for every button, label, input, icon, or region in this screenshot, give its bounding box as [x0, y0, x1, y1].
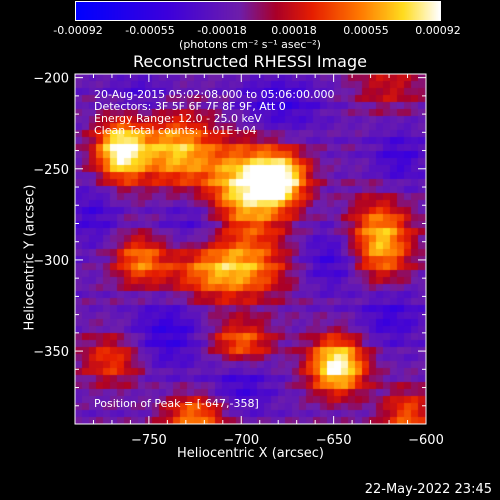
colorbar-tick-label: -0.00092 [53, 24, 103, 37]
x-tick-label: −650 [316, 433, 352, 448]
peak-position-label: Position of Peak = [-647,-358] [94, 397, 259, 410]
info-line-energy: Energy Range: 12.0 - 25.0 keV [94, 112, 262, 125]
y-tick-label: −250 [33, 163, 69, 178]
info-line-detectors: Detectors: 3F 5F 6F 7F 8F 9F, Att 0 [94, 100, 286, 113]
info-line-time: 20-Aug-2015 05:02:08.000 to 05:06:00.000 [94, 88, 335, 101]
x-axis-label: Heliocentric X (arcsec) [177, 446, 324, 461]
plot-frame [74, 73, 427, 425]
y-tick-label: −200 [33, 72, 69, 87]
colorbar-tick-label: 0.00092 [415, 24, 461, 37]
colorbar-gradient [75, 1, 441, 21]
colorbar-tick-label: -0.00055 [125, 24, 175, 37]
colorbar-tick-label: 0.00055 [343, 24, 389, 37]
x-tick-label: −700 [223, 433, 259, 448]
x-tick-label: −600 [408, 433, 444, 448]
heatmap-image [75, 74, 426, 424]
colorbar-tick-label: 0.00018 [271, 24, 317, 37]
timestamp: 22-May-2022 23:45 [364, 482, 492, 497]
chart-title: Reconstructed RHESSI Image [133, 52, 367, 71]
colorbar-tick-label: -0.00018 [197, 24, 247, 37]
x-tick-label: −750 [131, 433, 167, 448]
y-axis-label: Heliocentric Y (arcsec) [22, 184, 38, 331]
colorbar-unit-label: (photons cm⁻² s⁻¹ asec⁻²) [179, 38, 321, 51]
info-line-counts: Clean Total counts: 1.01E+04 [94, 124, 257, 137]
y-tick-label: −350 [33, 345, 69, 360]
y-tick-label: −300 [33, 254, 69, 269]
